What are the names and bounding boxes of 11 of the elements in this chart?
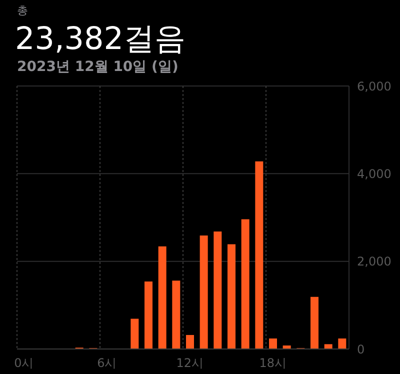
x-tick-label: 0시: [14, 356, 34, 370]
y-tick-label: 0: [357, 342, 365, 356]
x-tick-label: 6시: [97, 356, 117, 370]
y-tick-label: 2,000: [357, 254, 392, 269]
chart-title: 23,382걸음: [15, 20, 186, 59]
y-tick-label: 6,000: [357, 79, 392, 94]
text: 총: [17, 3, 28, 18]
chart-subtitle: 2023년 12월 10일 (일): [17, 58, 178, 76]
y-tick-label: 4,000: [357, 166, 392, 181]
x-tick-label: 12시: [176, 356, 204, 370]
x-tick-label: 18시: [259, 356, 287, 370]
